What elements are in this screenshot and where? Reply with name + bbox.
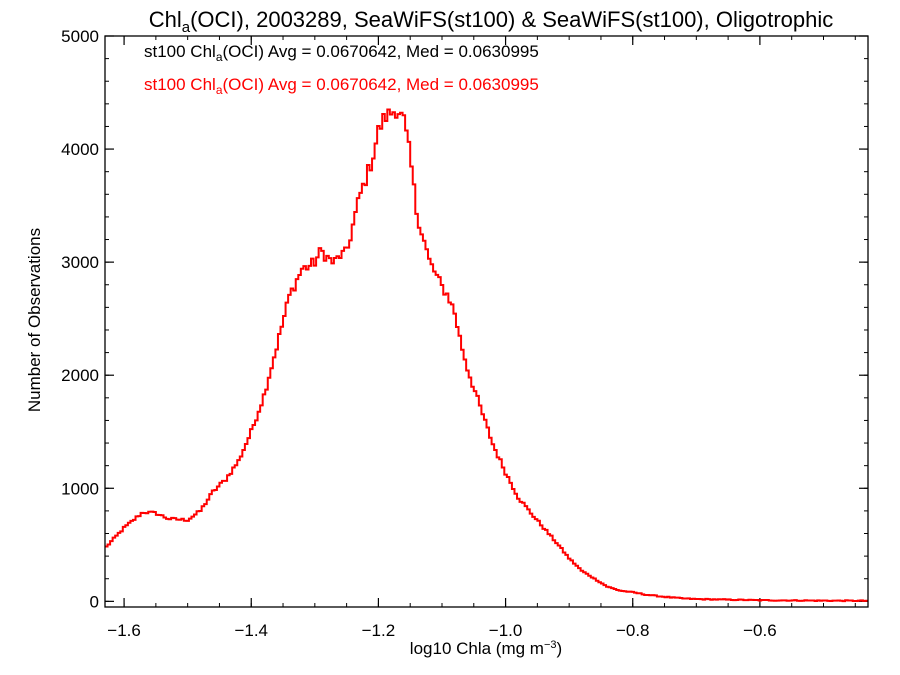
y-axis-label: Number of Observations <box>25 228 44 412</box>
y-tick-labels: 0 1000 2000 3000 4000 5000 <box>61 27 99 611</box>
plot-frame <box>104 35 869 608</box>
y-tick-label: 3000 <box>61 253 99 272</box>
y-tick-label: 0 <box>90 592 99 611</box>
x-tick-label: −1.2 <box>362 621 396 640</box>
y-tick-label: 1000 <box>61 479 99 498</box>
y-tick-label: 2000 <box>61 366 99 385</box>
y-tick-label: 4000 <box>61 140 99 159</box>
x-tick-label: −1.4 <box>234 621 268 640</box>
x-axis-label: log10 Chla (mg m−3) <box>410 639 562 658</box>
x-tick-label: −1.0 <box>489 621 523 640</box>
histogram-series-line <box>105 108 868 603</box>
x-tick-label: −0.8 <box>616 621 650 640</box>
x-tick-labels: −1.6 −1.4 −1.2 −1.0 −0.8 −0.6 <box>107 621 776 640</box>
x-tick-label: −1.6 <box>107 621 141 640</box>
series-layer <box>105 108 868 603</box>
legend-entry-black: st100 Chla(OCI) Avg = 0.0670642, Med = 0… <box>144 42 539 64</box>
y-tick-label: 5000 <box>61 27 99 46</box>
legend-entry-red: st100 Chla(OCI) Avg = 0.0670642, Med = 0… <box>144 75 539 97</box>
chart-title: Chla(OCI), 2003289, SeaWiFS(st100) & Sea… <box>149 7 834 36</box>
x-tick-label: −0.6 <box>743 621 777 640</box>
